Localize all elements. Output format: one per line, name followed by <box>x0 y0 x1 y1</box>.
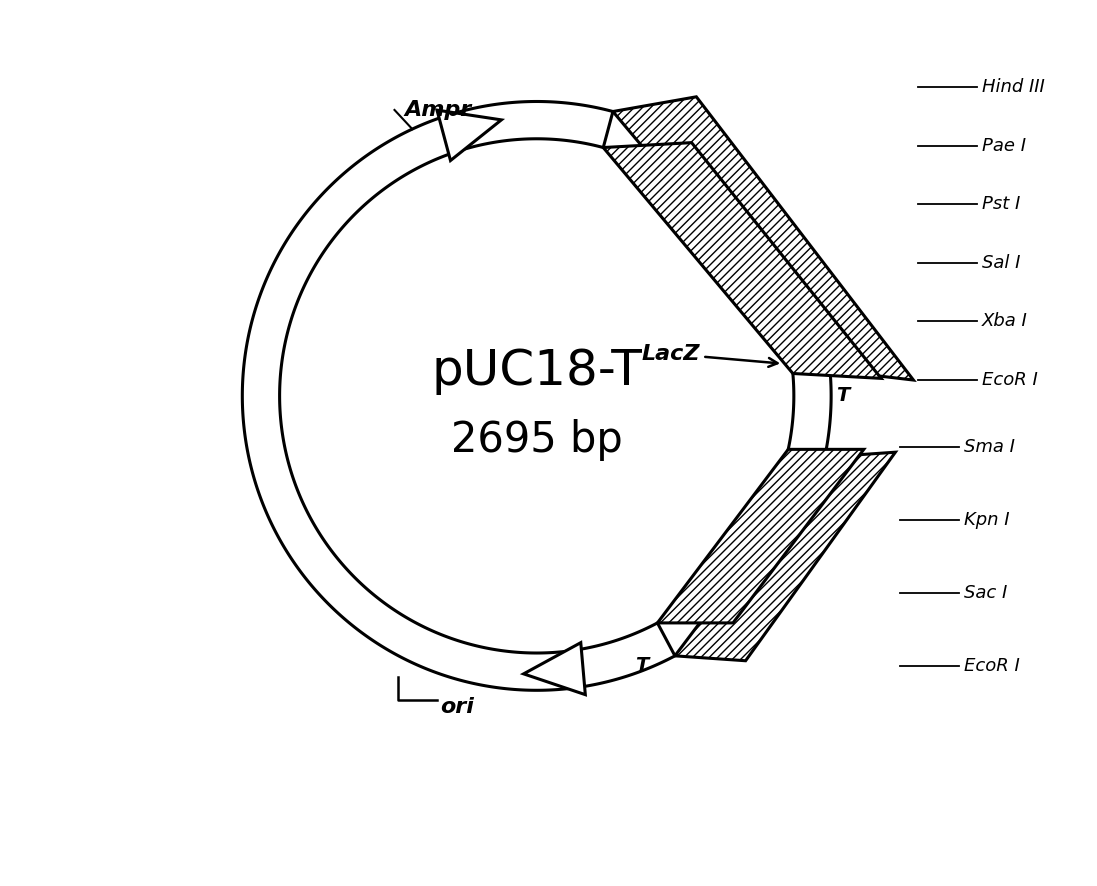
Text: Kpn I: Kpn I <box>964 511 1009 529</box>
Text: pUC18-T: pUC18-T <box>431 347 642 395</box>
Text: Pae I: Pae I <box>982 136 1026 154</box>
Polygon shape <box>789 370 832 457</box>
Polygon shape <box>437 110 501 160</box>
Text: EcoR I: EcoR I <box>964 657 1020 674</box>
Text: ori: ori <box>440 697 474 717</box>
Text: Sac I: Sac I <box>964 584 1007 602</box>
Text: Pst I: Pst I <box>982 195 1020 214</box>
Text: Hind III: Hind III <box>982 78 1044 96</box>
Text: Sal I: Sal I <box>982 253 1020 272</box>
Text: 2695 bp: 2695 bp <box>451 419 623 461</box>
Text: Ampr: Ampr <box>405 100 472 120</box>
Text: LacZ: LacZ <box>641 344 778 367</box>
Text: Sma I: Sma I <box>964 439 1015 456</box>
Polygon shape <box>657 449 863 623</box>
Polygon shape <box>603 143 881 378</box>
Polygon shape <box>613 97 914 380</box>
Text: EcoR I: EcoR I <box>982 371 1038 389</box>
Polygon shape <box>523 642 586 695</box>
Text: T: T <box>836 386 849 406</box>
Text: Xba I: Xba I <box>982 313 1028 330</box>
Polygon shape <box>242 102 675 690</box>
Text: T: T <box>635 656 648 674</box>
Polygon shape <box>675 452 895 661</box>
